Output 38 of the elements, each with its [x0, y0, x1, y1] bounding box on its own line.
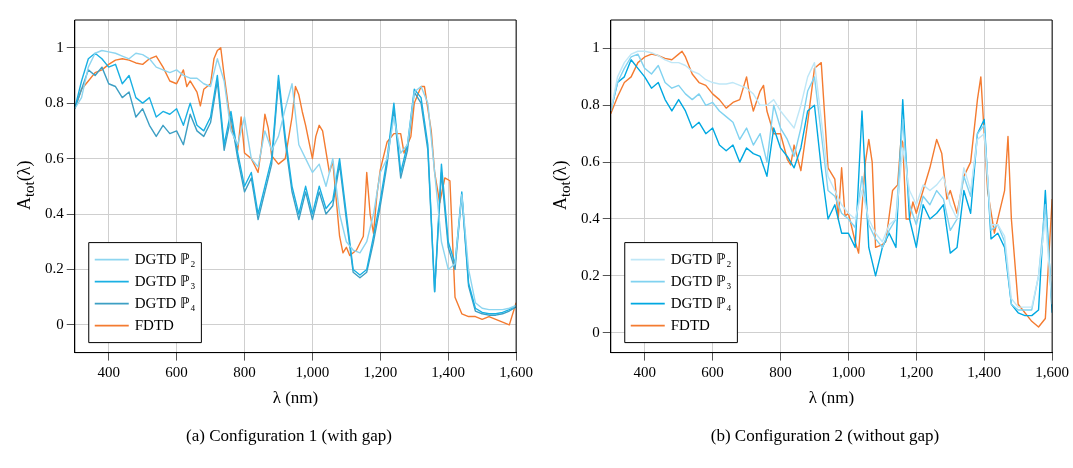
y-tick-label: 1 — [592, 39, 600, 56]
x-tick-label: 1,000 — [831, 363, 866, 380]
x-axis-title: λ (nm) — [808, 388, 855, 408]
legend-label: DGTD ℙ₄ — [134, 294, 196, 311]
x-tick-label: 400 — [633, 363, 656, 380]
x-tick-label: 1,200 — [899, 363, 934, 380]
y-tick-label: 1 — [56, 38, 64, 55]
y-tick-label: 0.8 — [45, 94, 64, 111]
y-tick-label: 0.4 — [45, 204, 65, 221]
x-tick-label: 1,000 — [295, 363, 330, 380]
y-tick-label: 0 — [592, 323, 600, 340]
legend-label: FDTD — [134, 316, 175, 333]
x-tick-label: 1,400 — [967, 363, 1002, 380]
x-tick-label: 600 — [165, 363, 188, 380]
text: (a) Configuration 1 (with gap) — [185, 426, 393, 446]
y-tick-label: 0 — [56, 315, 64, 332]
legend-label: DGTD ℙ₄ — [670, 294, 732, 311]
legend-label: DGTD ℙ₂ — [670, 250, 732, 267]
legend-label: DGTD ℙ₂ — [134, 250, 196, 267]
x-tick-label: 400 — [97, 363, 120, 380]
y-tick-label: 0.8 — [581, 96, 600, 113]
legend-label: FDTD — [670, 316, 711, 333]
text: (b) Configuration 2 (without gap) — [709, 426, 941, 446]
x-tick-label: 800 — [769, 363, 792, 380]
x-tick-label: 1,400 — [431, 363, 466, 380]
x-tick-label: 600 — [701, 363, 724, 380]
legend-label: DGTD ℙ₃ — [134, 272, 196, 289]
x-tick-label: 1,600 — [1035, 363, 1069, 380]
x-tick-label: 1,200 — [363, 363, 398, 380]
y-tick-label: 0.6 — [581, 153, 601, 170]
x-tick-label: 800 — [233, 363, 256, 380]
y-tick-label: 0.6 — [45, 149, 65, 166]
y-tick-label: 0.2 — [581, 266, 600, 283]
x-axis-title: λ (nm) — [272, 388, 319, 408]
y-tick-label: 0.4 — [581, 209, 601, 226]
legend-label: DGTD ℙ₃ — [670, 272, 732, 289]
x-tick-label: 1,600 — [499, 363, 533, 380]
y-tick-label: 0.2 — [45, 260, 64, 277]
